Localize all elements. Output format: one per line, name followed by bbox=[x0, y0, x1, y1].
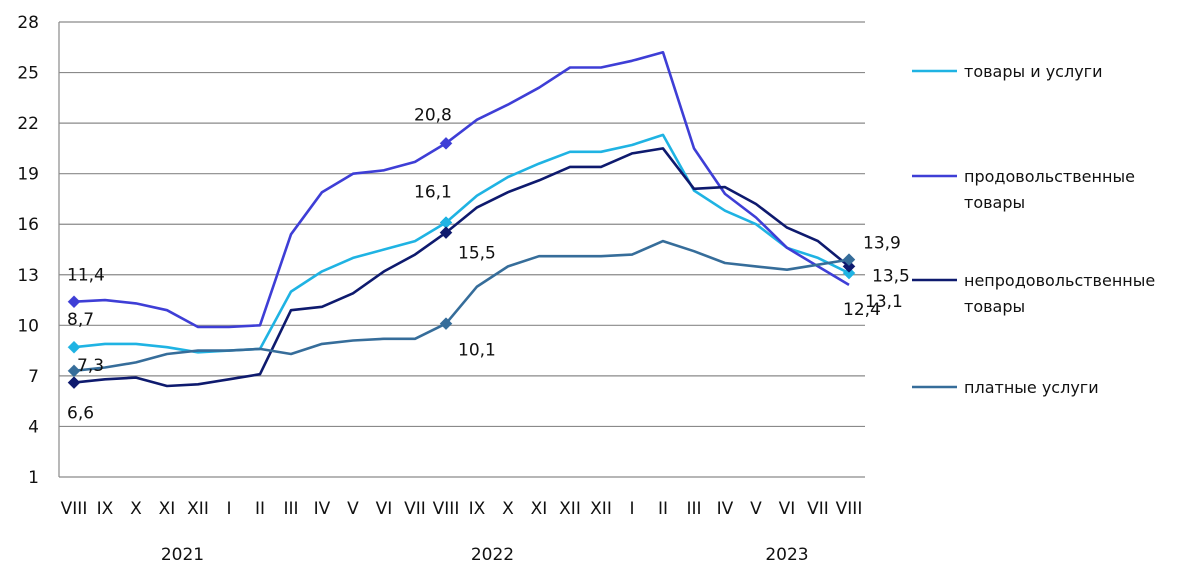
data-label: 11,4 bbox=[67, 266, 105, 286]
data-label: 7,3 bbox=[77, 356, 104, 376]
y-tick-label: 19 bbox=[17, 165, 39, 185]
x-tick-label: XII bbox=[590, 499, 612, 519]
x-tick-label: VIII bbox=[836, 499, 863, 519]
series-lines bbox=[67, 50, 856, 389]
series-line-товары-и-услуги bbox=[73, 133, 850, 354]
data-label: 8,7 bbox=[67, 310, 94, 330]
y-tick-label: 25 bbox=[17, 64, 39, 84]
legend-label-непродовольственные-товары: непродовольственные товары bbox=[964, 271, 1155, 316]
x-tick-label: V bbox=[347, 499, 359, 519]
x-tick-label: XII bbox=[187, 499, 209, 519]
legend: товары и услуги продовольственные товары не… bbox=[912, 62, 1155, 397]
x-tick-label: V bbox=[750, 499, 762, 519]
x-tick-label: VIII bbox=[61, 499, 88, 519]
point-marker bbox=[67, 295, 81, 309]
data-labels: 8,7 16,1 13,1 11,4 20,8 12,4 6,6 15,5 13,5 7,3 10,… bbox=[67, 105, 910, 423]
y-tick-label: 10 bbox=[17, 316, 39, 336]
x-tick-label: VII bbox=[404, 499, 426, 519]
data-label: 13,1 bbox=[865, 292, 903, 312]
data-label: 6,6 bbox=[67, 404, 94, 424]
y-tick-label: 13 bbox=[17, 266, 39, 286]
legend-label-товары-и-услуги: товары и услуги bbox=[964, 62, 1102, 81]
series-line-непродовольственные-товары bbox=[73, 147, 850, 388]
data-label: 13,5 bbox=[872, 266, 910, 286]
x-tick-label: II bbox=[658, 499, 668, 519]
x-tick-label: X bbox=[502, 499, 514, 519]
x-tick-label: VI bbox=[376, 499, 393, 519]
y-tick-label: 22 bbox=[17, 114, 39, 134]
data-label: 20,8 bbox=[414, 105, 452, 125]
data-label: 10,1 bbox=[458, 341, 496, 361]
point-marker bbox=[842, 259, 856, 273]
year-label: 2021 bbox=[161, 545, 204, 565]
year-label: 2022 bbox=[471, 545, 514, 565]
x-tick-label: IV bbox=[314, 499, 331, 519]
x-tick-label: VII bbox=[807, 499, 829, 519]
y-tick-label: 7 bbox=[28, 367, 39, 387]
point-marker bbox=[439, 136, 453, 150]
x-tick-label: XI bbox=[531, 499, 548, 519]
data-label: 12,4 bbox=[843, 300, 881, 320]
x-tick-label: II bbox=[255, 499, 265, 519]
series-line-платные-услуги bbox=[73, 239, 850, 373]
grid bbox=[59, 21, 865, 428]
point-marker bbox=[842, 253, 856, 266]
legend-label-платные-услуги: платные услуги bbox=[964, 378, 1099, 397]
x-tick-label: XII bbox=[559, 499, 581, 519]
y-tick-label: 1 bbox=[28, 468, 39, 488]
x-tick-label: IV bbox=[717, 499, 734, 519]
x-tick-label: III bbox=[283, 499, 298, 519]
x-tick-label: IX bbox=[469, 499, 486, 519]
y-tick-label: 28 bbox=[17, 13, 39, 33]
data-label: 13,9 bbox=[863, 234, 901, 254]
point-marker bbox=[67, 364, 81, 378]
point-marker bbox=[439, 226, 453, 240]
x-tick-label: X bbox=[130, 499, 142, 519]
data-label: 16,1 bbox=[414, 183, 452, 203]
point-marker bbox=[67, 376, 81, 389]
legend-label-продовольственные-товары: продовольственные товары bbox=[964, 167, 1135, 212]
x-tick-label: IX bbox=[97, 499, 114, 519]
x-tick-label: III bbox=[686, 499, 701, 519]
point-marker bbox=[842, 266, 856, 280]
y-tick-label: 16 bbox=[17, 215, 39, 235]
data-label: 15,5 bbox=[458, 244, 496, 264]
year-label: 2023 bbox=[765, 545, 808, 565]
point-marker bbox=[67, 340, 81, 354]
x-tick-label: XI bbox=[159, 499, 176, 519]
series-line-продовольственные-товары bbox=[73, 50, 850, 329]
x-tick-label: I bbox=[629, 499, 634, 519]
point-marker bbox=[439, 317, 453, 331]
x-tick-label: VI bbox=[779, 499, 796, 519]
x-tick-label: I bbox=[226, 499, 231, 519]
x-tick-label: VIII bbox=[433, 499, 460, 519]
y-tick-label: 4 bbox=[28, 417, 39, 437]
